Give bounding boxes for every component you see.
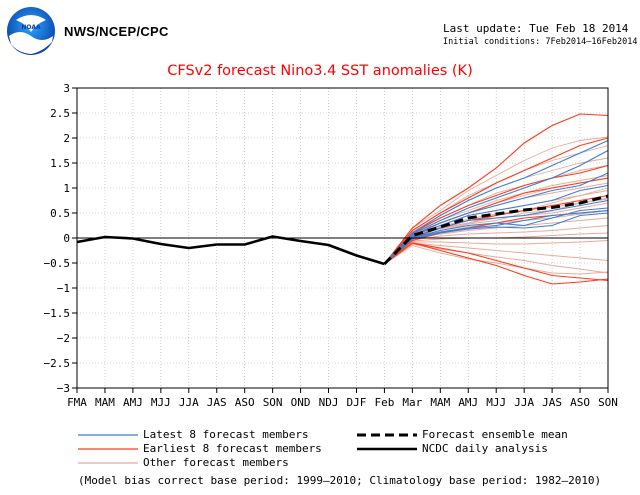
- agency-name: NWS/NCEP/CPC: [64, 24, 169, 39]
- x-tick-label: ASO: [570, 396, 590, 409]
- earliest-member-line: [383, 113, 609, 265]
- y-tick-label: 1.5: [50, 157, 70, 170]
- x-tick-label: JAS: [542, 396, 562, 409]
- initial-conditions: Initial conditions: 7Feb2014–16Feb2014: [443, 37, 638, 47]
- other-member-line: [384, 245, 609, 275]
- y-tick-label: −3: [57, 382, 70, 395]
- latest-member-line: [384, 212, 609, 265]
- ensemble-mean-line: [383, 194, 609, 266]
- x-tick-label: Mar: [402, 396, 422, 409]
- other-member-line: [384, 240, 609, 265]
- analysis-line: [76, 235, 385, 266]
- noaa-logo: NOAA: [7, 7, 55, 55]
- y-tick-label: 3: [63, 82, 70, 95]
- x-tick-label: JAS: [207, 396, 227, 409]
- x-tick-label: SON: [263, 396, 283, 409]
- x-tick-label: MAM: [95, 396, 115, 409]
- y-tick-label: 0: [63, 232, 70, 245]
- x-tick-label: JJA: [179, 396, 199, 409]
- other-member-line: [384, 225, 609, 265]
- footnote: (Model bias correct base period: 1999–20…: [78, 474, 602, 487]
- x-tick-label: AMJ: [123, 396, 143, 409]
- x-tick-label: JJA: [514, 396, 534, 409]
- earliest-member-line: [383, 164, 609, 265]
- axes: [72, 87, 609, 393]
- y-tick-label: 1: [63, 182, 70, 195]
- latest-member-line: [384, 209, 609, 265]
- y-tick-label: 0.5: [50, 207, 70, 220]
- y-tick-label: −2: [57, 332, 70, 345]
- latest-member-line: [383, 150, 609, 265]
- x-tick-label: DJF: [347, 396, 367, 409]
- x-tick-label: FMA: [67, 396, 87, 409]
- earliest-member-line: [383, 137, 609, 265]
- x-tick-labels: FMA MAM AMJ MJJ JJA JAS ASO SON OND NDJ DJF Feb Mar M…: [67, 396, 618, 409]
- y-tick-label: 2.5: [50, 107, 70, 120]
- last-update: Last update: Tue Feb 18 2014: [443, 22, 629, 35]
- x-tick-label: MAM: [430, 396, 450, 409]
- ensemble-mean: [383, 194, 609, 266]
- latest-member-line: [383, 139, 609, 265]
- y-tick-labels: −3 −2.5 −2 −1.5 −1 −0.5 0 0.5 1 1.5 2 2.5 3: [44, 82, 71, 395]
- y-tick-label: −1: [57, 282, 70, 295]
- chart-title: CFSv2 forecast Nino3.4 SST anomalies (K): [167, 63, 473, 79]
- y-tick-label: 2: [63, 132, 70, 145]
- x-tick-label: AMJ: [458, 396, 478, 409]
- other-member-line: [384, 242, 609, 265]
- earliest-member-line: [384, 242, 609, 285]
- y-tick-label: −2.5: [44, 357, 71, 370]
- observed-analysis: [76, 235, 385, 266]
- x-tick-label: Feb: [374, 396, 394, 409]
- earliest-member-line: [384, 242, 609, 282]
- x-tick-label: MJJ: [151, 396, 171, 409]
- legend-swatches: [78, 433, 417, 464]
- y-tick-label: −1.5: [44, 307, 71, 320]
- noaa-logo-text: NOAA: [21, 24, 41, 31]
- x-tick-label: OND: [291, 396, 311, 409]
- y-tick-label: −0.5: [44, 257, 71, 270]
- x-tick-label: SON: [598, 396, 618, 409]
- x-tick-label: MJJ: [486, 396, 506, 409]
- other-member-line: [384, 136, 609, 265]
- x-tick-label: ASO: [235, 396, 255, 409]
- x-tick-label: NDJ: [319, 396, 339, 409]
